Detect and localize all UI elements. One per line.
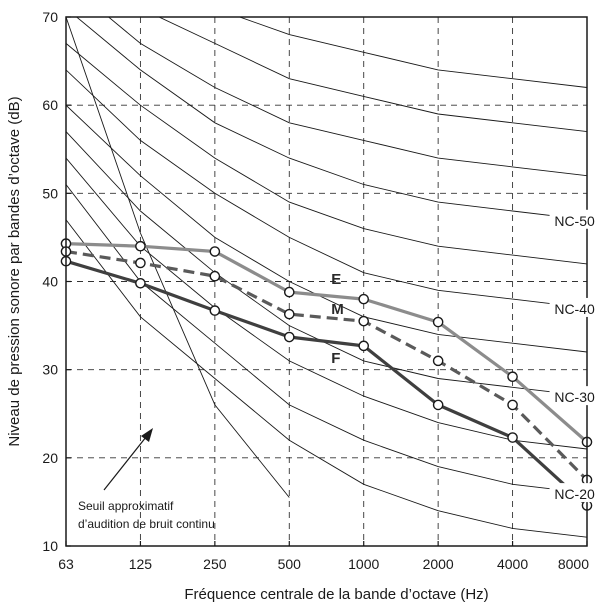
x-tick-label: 250 <box>203 556 227 572</box>
y-tick-label: 40 <box>42 274 58 290</box>
nc-curve-45 <box>66 43 587 265</box>
annotation-arrowhead <box>141 428 153 442</box>
series-point-m <box>507 399 518 411</box>
curve-label-nc-40: NC-40 <box>554 301 595 317</box>
nc-curve-50 <box>75 17 587 221</box>
y-tick-label: 20 <box>42 450 58 466</box>
series-label-m: M <box>331 301 344 318</box>
nc-curve-15 <box>66 219 587 538</box>
nc-curves <box>66 17 587 538</box>
nc-curve-55 <box>107 17 587 177</box>
threshold-curve-line <box>66 17 290 498</box>
series-point-m <box>432 355 444 367</box>
series-point-f <box>209 305 221 316</box>
curve-label-nc-50: NC-50 <box>554 213 595 229</box>
series-point-f <box>358 340 370 352</box>
series-point-e <box>432 316 444 328</box>
series-label-e: E <box>331 271 341 288</box>
x-tick-label: 1000 <box>348 556 379 572</box>
series-point-f <box>283 331 295 343</box>
x-tick-label: 8000 <box>558 556 589 572</box>
annotation-arrow <box>103 431 151 491</box>
curve-label-nc-30: NC-30 <box>554 389 595 405</box>
ticks: 10 20 30 40 50 60 70 63 125 250 500 1000 2000 4000 800… <box>42 9 589 572</box>
nc-curve-20 <box>66 184 587 494</box>
curve-label-bg <box>549 483 600 503</box>
series-point-e <box>209 246 221 257</box>
series-point-e <box>358 293 370 305</box>
labels: NC-50 NC-40 NC-30 NC-20 EM F <box>331 209 600 503</box>
annotation-line-1: Seuil approximatif <box>78 499 174 513</box>
x-tick-label: 4000 <box>497 556 528 572</box>
series-label-f: F <box>331 350 340 367</box>
curve-label-nc-20: NC-20 <box>554 486 595 502</box>
nc-curve-35 <box>66 104 587 353</box>
series-point-e <box>135 240 146 252</box>
series-line-m <box>65 249 589 482</box>
y-tick-label: 30 <box>42 362 58 378</box>
series-point-m <box>283 308 295 320</box>
series-point-f <box>135 277 146 289</box>
y-tick-label: 70 <box>42 9 58 25</box>
curve-label-bg <box>549 297 600 317</box>
series-point-f <box>432 399 444 411</box>
curve-label-bg <box>549 209 600 229</box>
series-point-e <box>283 286 295 298</box>
y-tick-label: 10 <box>42 538 58 554</box>
nc-curve-30 <box>66 131 587 397</box>
series-point-m <box>135 257 146 269</box>
y-tick-label: 60 <box>42 97 58 113</box>
nc-curve-25 <box>66 157 587 450</box>
threshold-curve <box>66 17 290 498</box>
y-axis-title: Niveau de pression sonore par bandes d’o… <box>6 96 23 446</box>
curve-label-bg <box>549 386 600 406</box>
annotation-line-2: d’audition de bruit continu <box>78 517 215 531</box>
series-line-e <box>65 242 589 444</box>
x-tick-label: 125 <box>129 556 153 572</box>
series-point-f <box>507 432 518 443</box>
x-axis-title: Fréquence centrale de la bande d’octave … <box>184 586 488 603</box>
series <box>60 238 593 511</box>
y-tick-label: 50 <box>42 185 58 201</box>
series-point-e <box>507 371 518 383</box>
nc-curve-65 <box>238 17 587 88</box>
x-tick-label: 2000 <box>423 556 454 572</box>
series-point-m <box>358 315 370 327</box>
nc-curve-40 <box>66 69 587 309</box>
threshold-annotation: Seuil approximatif d’audition de bruit c… <box>78 428 215 531</box>
series-line-f <box>65 259 589 507</box>
x-tick-label: 500 <box>278 556 302 572</box>
x-tick-label: 63 <box>58 556 74 572</box>
series-point-m <box>209 270 221 282</box>
nc-curve-60 <box>157 17 587 133</box>
